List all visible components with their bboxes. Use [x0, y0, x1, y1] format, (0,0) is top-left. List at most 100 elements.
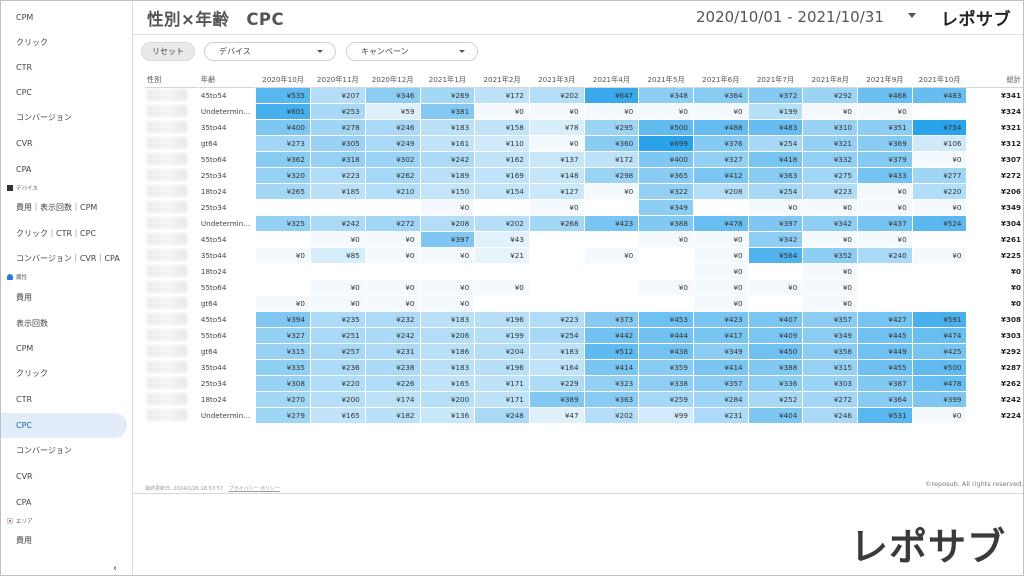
device-filter[interactable]: デバイス [204, 42, 336, 61]
column-header-gender[interactable]: 性別 [145, 72, 198, 88]
sidebar-item-13[interactable]: クリック [16, 369, 48, 378]
column-header-month[interactable]: 2021年8月 [803, 72, 858, 88]
column-header-month[interactable]: 2021年6月 [693, 72, 748, 88]
gender-cell-redacted [145, 152, 198, 168]
pivot-table: 性別 年齢 2020年10月 2020年11月 2020年12月 2021年1月 2021年… [144, 72, 1023, 424]
value-cell: ¥379 [858, 152, 912, 168]
campaign-filter[interactable]: キャンペーン [346, 42, 478, 61]
sidebar-item-1[interactable]: クリック [16, 38, 48, 47]
sidebar-item-10[interactable]: 費用 [16, 293, 32, 302]
sidebar-item-12[interactable]: CPM [16, 344, 34, 353]
column-header-month[interactable]: 2021年2月 [475, 72, 529, 88]
sidebar-item-18[interactable]: CPA [16, 498, 32, 507]
column-header-month[interactable]: 2021年5月 [639, 72, 693, 88]
value-cell [912, 104, 967, 120]
value-cell: ¥246 [803, 408, 858, 424]
column-header-age[interactable]: 年齢 [198, 72, 256, 88]
chevron-left-icon[interactable]: ‹ [113, 563, 117, 574]
value-cell: ¥186 [420, 344, 475, 360]
total-cell: ¥349 [967, 200, 1023, 216]
age-cell: 18to24 [198, 264, 256, 280]
value-cell: ¥298 [584, 168, 639, 184]
date-range-selector[interactable]: 2020/10/01 - 2021/10/31 [696, 8, 884, 26]
redacted-block [147, 136, 187, 149]
value-cell: ¥196 [475, 360, 529, 376]
value-cell: ¥196 [475, 312, 529, 328]
value-cell: ¥278 [310, 120, 365, 136]
value-cell: ¥0 [803, 280, 858, 296]
sidebar-item-14[interactable]: CTR [16, 395, 33, 404]
column-header-total[interactable]: 総計 [967, 72, 1023, 88]
column-header-month[interactable]: 2021年1月 [420, 72, 475, 88]
value-cell: ¥349 [639, 200, 693, 216]
value-cell: ¥257 [310, 344, 365, 360]
value-cell: ¥202 [475, 216, 529, 232]
value-cell: ¥381 [420, 104, 475, 120]
value-cell: ¥332 [803, 152, 858, 168]
sidebar-item-15[interactable]: CPC [1, 413, 127, 438]
value-cell: ¥325 [256, 216, 310, 232]
value-cell [475, 296, 529, 312]
value-cell: ¥78 [529, 120, 584, 136]
sidebar-item-4[interactable]: コンバージョン [16, 113, 72, 122]
sidebar-section-header: デバイス [7, 183, 38, 193]
sidebar-item-0[interactable]: CPM [16, 13, 34, 22]
chevron-down-icon[interactable] [908, 13, 916, 18]
sidebar-item-7[interactable]: 費用｜表示回数｜CPM [16, 203, 98, 212]
value-cell: ¥417 [693, 328, 748, 344]
table-row: gt64 ¥0 ¥0 ¥0 ¥0 ¥0 ¥0 ¥0 [145, 296, 1023, 312]
redacted-block [147, 200, 187, 213]
reset-button[interactable]: リセット [141, 42, 195, 61]
total-cell: ¥321 [967, 120, 1023, 136]
value-cell: ¥150 [420, 184, 475, 200]
column-header-month[interactable]: 2021年3月 [529, 72, 584, 88]
value-cell: ¥85 [310, 248, 365, 264]
column-header-month[interactable]: 2021年7月 [748, 72, 803, 88]
value-cell: ¥318 [310, 152, 365, 168]
value-cell: ¥321 [803, 136, 858, 152]
sidebar-item-2[interactable]: CTR [16, 63, 33, 72]
sidebar-item-11[interactable]: 表示回数 [16, 319, 48, 328]
table-row: 55to64 ¥0 ¥0 ¥0 ¥0 ¥0 ¥0 ¥0 ¥0 ¥0 [145, 280, 1023, 296]
table-row: 35to44 ¥0 ¥85 ¥0 ¥0 ¥21 ¥0 ¥0 ¥564 ¥352 ¥240 ¥0 ¥225 [145, 248, 1023, 264]
column-header-month[interactable]: 2021年10月 [912, 72, 967, 88]
value-cell: ¥148 [529, 168, 584, 184]
value-cell: ¥0 [529, 136, 584, 152]
sidebar-item-6[interactable]: CPA [16, 165, 32, 174]
age-cell: gt64 [198, 344, 256, 360]
brand-logo: レポサブ [941, 10, 1011, 30]
value-cell: ¥172 [584, 152, 639, 168]
column-header-month[interactable]: 2021年4月 [584, 72, 639, 88]
column-header-month[interactable]: 2021年9月 [858, 72, 912, 88]
column-header-month[interactable]: 2020年12月 [365, 72, 420, 88]
privacy-link[interactable]: プライバシー ポリシー [228, 486, 281, 492]
value-cell: ¥315 [256, 344, 310, 360]
sidebar-item-19[interactable]: 費用 [16, 536, 32, 545]
table-row: gt64 ¥315 ¥257 ¥231 ¥186 ¥204 ¥183 ¥512 ¥438 ¥349… [145, 344, 1023, 360]
value-cell: ¥699 [639, 136, 693, 152]
sidebar-item-16[interactable]: コンバージョン [16, 446, 72, 455]
value-cell: ¥199 [475, 328, 529, 344]
value-cell: ¥0 [912, 152, 967, 168]
gender-cell-redacted [145, 88, 198, 104]
value-cell: ¥127 [529, 184, 584, 200]
total-cell: ¥262 [967, 376, 1023, 392]
value-cell: ¥0 [420, 200, 475, 216]
value-cell: ¥161 [420, 136, 475, 152]
sidebar-item-9[interactable]: コンバージョン｜CVR｜CPA [16, 254, 120, 263]
column-header-month[interactable]: 2020年11月 [310, 72, 365, 88]
pivot-table-container: 性別 年齢 2020年10月 2020年11月 2020年12月 2021年1月 2021年… [144, 72, 1023, 424]
column-header-month[interactable]: 2020年10月 [256, 72, 310, 88]
sidebar-item-8[interactable]: クリック｜CTR｜CPC [16, 229, 97, 238]
value-cell: ¥372 [748, 88, 803, 104]
age-cell: 25to34 [198, 168, 256, 184]
value-cell: ¥500 [639, 120, 693, 136]
gender-cell-redacted [145, 264, 198, 280]
sidebar-item-5[interactable]: CVR [16, 139, 33, 148]
value-cell: ¥249 [365, 136, 420, 152]
value-cell: ¥363 [584, 392, 639, 408]
value-cell: ¥200 [420, 392, 475, 408]
sidebar-item-17[interactable]: CVR [16, 472, 33, 481]
sidebar-item-3[interactable]: CPC [16, 88, 32, 97]
